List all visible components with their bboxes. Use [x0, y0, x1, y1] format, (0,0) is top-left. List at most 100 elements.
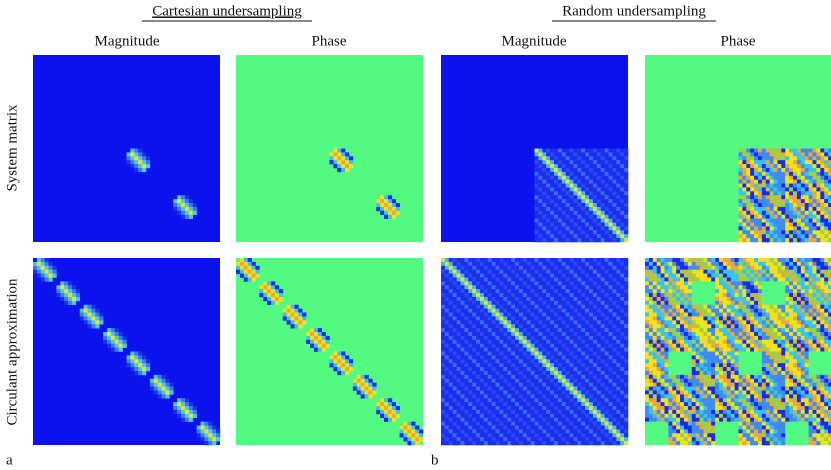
matrix-cell [479, 343, 485, 348]
matrix-cell [746, 230, 751, 235]
matrix-cell [411, 429, 416, 434]
matrix-cell [456, 406, 461, 411]
matrix-cell [600, 441, 605, 446]
matrix-cell [479, 367, 485, 372]
matrix-cell [592, 324, 598, 329]
matrix-cell [569, 413, 574, 419]
matrix-cell [750, 238, 755, 243]
matrix-cell [604, 425, 609, 430]
matrix-cell [399, 425, 404, 430]
matrix-cell [550, 187, 555, 192]
matrix-cell [499, 351, 504, 356]
matrix-cell [444, 359, 450, 364]
matrix-cell [600, 160, 605, 165]
matrix-cell [612, 324, 617, 329]
matrix-cell [816, 195, 821, 200]
matrix-cell [660, 258, 665, 263]
matrix-cell [707, 289, 712, 294]
matrix-cell [668, 277, 673, 282]
matrix-cell [573, 222, 578, 227]
matrix-cell [476, 293, 481, 298]
matrix-cell [577, 406, 582, 411]
matrix-cell [456, 320, 461, 325]
matrix-cell [542, 203, 547, 208]
matrix-cell [565, 312, 570, 317]
matrix-cell [820, 160, 825, 165]
matrix-cell [680, 300, 685, 306]
matrix-cell [380, 199, 385, 204]
matrix-cell [596, 152, 602, 157]
matrix-cell [616, 339, 621, 345]
matrix-cell [777, 269, 782, 274]
matrix-cell [468, 273, 473, 278]
matrix-cell [444, 335, 450, 341]
matrix-cell [526, 417, 531, 422]
matrix-cell [722, 281, 728, 286]
matrix-cell [403, 429, 408, 434]
matrix-cell [448, 382, 453, 387]
matrix-cell [730, 312, 735, 317]
matrix-cell [777, 308, 782, 313]
matrix-cell [828, 320, 831, 325]
matrix-cell [800, 308, 806, 313]
matrix-cell [624, 437, 629, 442]
matrix-cell [507, 285, 512, 290]
matrix-cell [134, 359, 139, 364]
matrix-cell [719, 258, 724, 263]
matrix-cell [773, 234, 778, 239]
matrix-cell [796, 152, 802, 157]
matrix-cell [676, 300, 681, 306]
matrix-cell [600, 335, 605, 341]
matrix-cell [518, 441, 524, 446]
matrix-cell [546, 179, 551, 184]
matrix-cell [796, 171, 802, 177]
matrix-cell [561, 390, 566, 395]
matrix-cell [612, 425, 617, 430]
matrix-cell [773, 332, 778, 337]
matrix-cell [804, 226, 809, 231]
matrix-cell [820, 304, 825, 309]
matrix-cell [476, 402, 481, 407]
matrix-cell [746, 261, 751, 267]
matrix-cell [491, 409, 496, 415]
matrix-cell [553, 324, 559, 329]
matrix-cell [750, 156, 755, 161]
matrix-cell [487, 265, 492, 270]
matrix-cell [769, 332, 774, 337]
matrix-cell [553, 367, 559, 372]
matrix-cell [468, 308, 473, 313]
matrix-cell [476, 335, 481, 341]
matrix-cell [487, 281, 492, 286]
matrix-cell [491, 332, 496, 337]
matrix-cell [476, 332, 481, 337]
matrix-cell [573, 413, 578, 419]
matrix-cell [503, 441, 508, 446]
matrix-cell [620, 293, 625, 298]
matrix-cell [624, 386, 629, 391]
matrix-cell [596, 409, 602, 415]
matrix-cell [259, 289, 264, 294]
matrix-cell [184, 413, 190, 419]
matrix-cell [495, 355, 500, 360]
matrix-cell [565, 238, 570, 243]
matrix-cell [624, 191, 629, 196]
group-title: Cartesian undersampling [152, 3, 302, 19]
matrix-cell [715, 277, 720, 282]
matrix-cell [452, 398, 457, 403]
matrix-cell [668, 289, 673, 294]
matrix-cell [169, 386, 174, 391]
matrix-cell [460, 382, 465, 387]
matrix-cell [577, 226, 582, 231]
matrix-cell [511, 386, 516, 391]
matrix-cell [546, 199, 551, 204]
matrix-cell [468, 363, 473, 368]
matrix-cell [600, 409, 605, 415]
matrix-cell [592, 425, 598, 430]
matrix-cell [589, 406, 594, 411]
matrix-cell [808, 195, 813, 200]
matrix-cell [522, 332, 528, 337]
matrix-cell [441, 409, 446, 415]
matrix-cell [616, 382, 621, 387]
matrix-cell [592, 285, 598, 290]
matrix-cell [577, 417, 582, 422]
